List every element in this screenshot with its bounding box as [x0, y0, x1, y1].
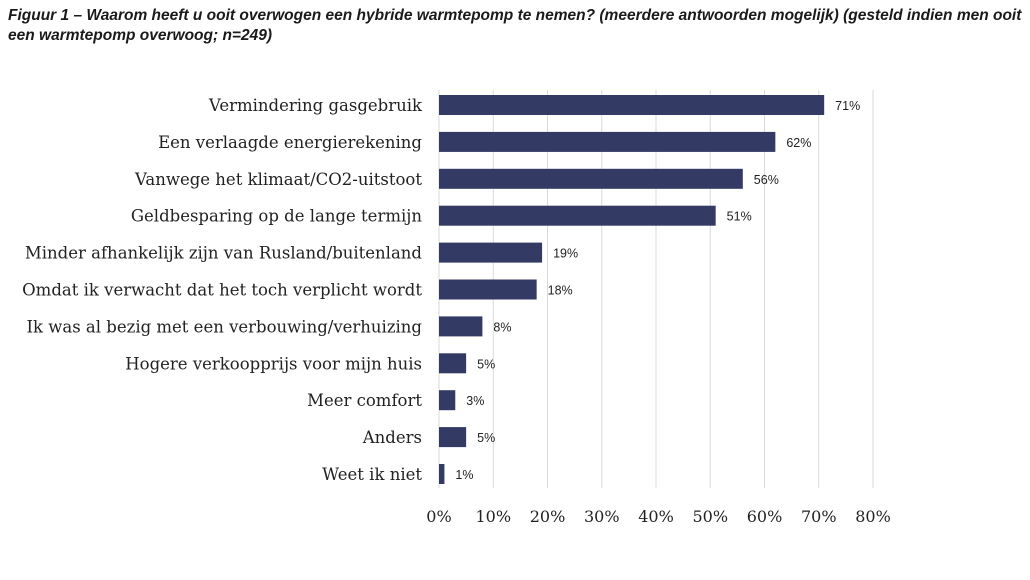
x-tick-label: 30%: [584, 507, 620, 526]
value-label: 51%: [727, 210, 752, 224]
value-label: 18%: [548, 284, 573, 298]
category-label: Weet ik niet: [322, 465, 422, 484]
value-label: 62%: [786, 136, 811, 150]
value-label: 71%: [835, 99, 860, 113]
category-label: Hogere verkoopprijs voor mijn huis: [125, 354, 422, 373]
value-label: 8%: [493, 320, 511, 334]
bar: [439, 242, 543, 263]
x-tick-label: 40%: [638, 507, 674, 526]
category-label: Vermindering gasgebruik: [208, 96, 423, 115]
bar: [439, 168, 743, 189]
figure-title: Figuur 1 – Waarom heeft u ooit overwogen…: [8, 7, 1022, 44]
category-label: Vanwege het klimaat/CO2-uitstoot: [134, 170, 422, 189]
x-axis-ticks: 0% 10% 20% 30% 40% 50% 60% 70% 80%: [426, 507, 890, 526]
x-tick-label: 0%: [426, 507, 451, 526]
value-label: 5%: [477, 357, 495, 371]
bar: [439, 95, 825, 115]
x-tick-label: 70%: [801, 507, 837, 526]
value-label: 1%: [455, 468, 473, 482]
category-labels: Vermindering gasgebruik Een verlaagde ene…: [22, 96, 423, 484]
category-label: Meer comfort: [307, 391, 422, 410]
x-tick-label: 10%: [475, 507, 511, 526]
x-tick-label: 20%: [530, 507, 566, 526]
value-label: 5%: [477, 431, 495, 445]
value-label: 3%: [466, 394, 484, 408]
bar: [439, 464, 445, 484]
bar: [439, 131, 776, 152]
x-tick-label: 60%: [747, 507, 783, 526]
x-tick-label: 80%: [855, 507, 891, 526]
bar: [439, 316, 483, 337]
value-label: 56%: [754, 173, 779, 187]
category-label: Geldbesparing op de lange termijn: [131, 207, 423, 226]
x-tick-label: 50%: [692, 507, 728, 526]
bars: [439, 95, 825, 484]
bar: [439, 427, 467, 448]
category-label: Minder afhankelijk zijn van Rusland/buit…: [25, 244, 423, 263]
category-label: Omdat ik verwacht dat het toch verplicht…: [22, 281, 422, 300]
value-label: 19%: [553, 247, 578, 261]
gridlines: [438, 90, 874, 488]
bar: [439, 279, 537, 300]
category-label: Ik was al bezig met een verbouwing/verhu…: [27, 317, 423, 336]
category-label: Anders: [362, 428, 422, 447]
bar: [439, 353, 467, 374]
bar: [439, 205, 716, 226]
bar: [439, 390, 456, 411]
category-label: Een verlaagde energierekening: [158, 133, 422, 152]
value-labels: 71% 62% 56% 51% 19% 18% 8% 5% 3% 5% 1%: [455, 99, 860, 482]
